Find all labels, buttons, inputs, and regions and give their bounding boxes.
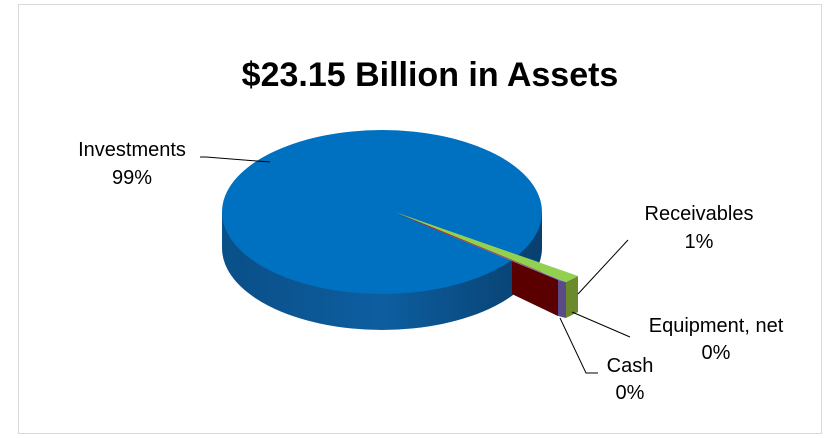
label-investments-name: Investments	[78, 139, 186, 161]
label-receivables-pct: 1%	[685, 231, 714, 253]
chart-title: $23.15 Billion in Assets	[242, 56, 619, 94]
label-equipment-pct: 0%	[702, 342, 731, 364]
leader-line-cash	[559, 317, 598, 374]
label-investments-pct: 99%	[112, 167, 152, 189]
pie-slice-equipment	[395, 213, 566, 318]
leader-line-investments	[200, 156, 271, 163]
label-cash-pct: 0%	[616, 382, 645, 404]
leader-line-equipment	[571, 311, 631, 338]
label-receivables-name: Receivables	[645, 203, 754, 225]
label-cash-name: Cash	[607, 355, 654, 377]
label-equipment-name: Equipment, net	[649, 315, 784, 337]
pie-slice-receivables	[395, 212, 578, 318]
pie-slice-investments	[222, 130, 558, 330]
leader-line-receivables	[577, 239, 629, 295]
